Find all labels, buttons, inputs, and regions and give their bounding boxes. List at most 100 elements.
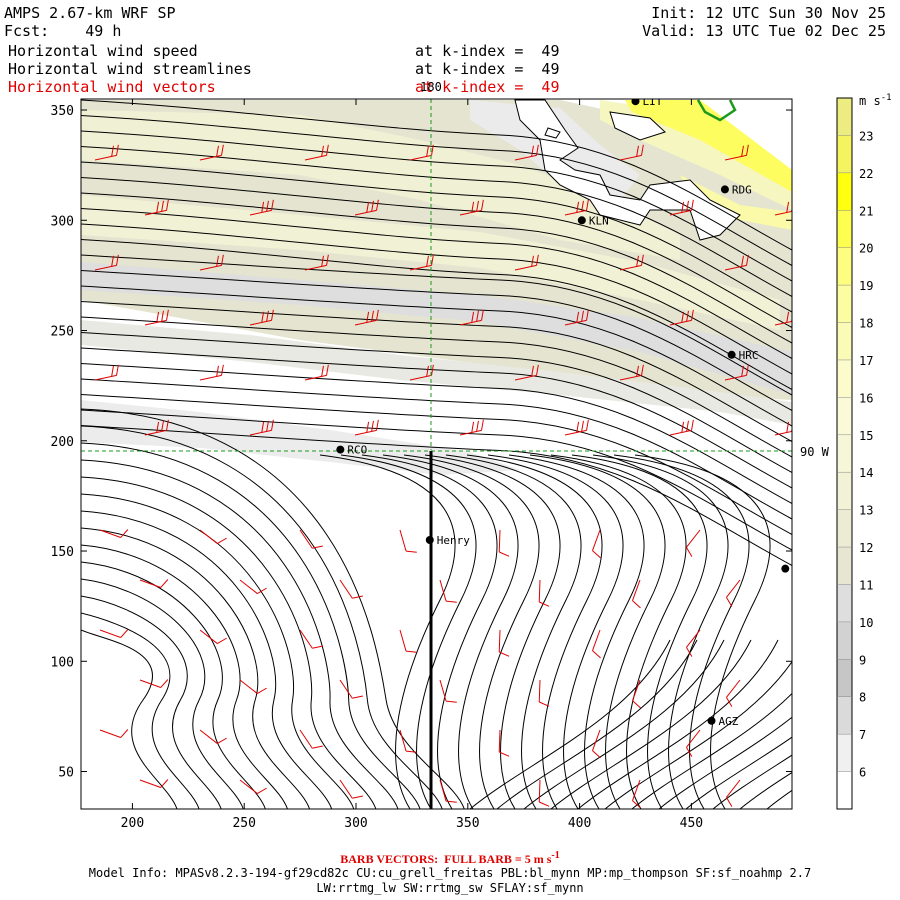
streamline (81, 177, 792, 328)
streamline (81, 493, 355, 809)
colorbar-label: 8 (859, 691, 866, 705)
colorbar-swatch (837, 659, 852, 697)
field-level-speed: at k-index = 49 (415, 42, 560, 60)
station-dot (727, 350, 736, 359)
streamline (81, 301, 792, 442)
wind-barb (686, 629, 701, 657)
wind-barb (94, 144, 119, 161)
colorbar-swatch (837, 472, 852, 510)
wind-barb (726, 579, 741, 607)
x-tick-label: 300 (344, 816, 367, 831)
colorbar-swatch (837, 322, 852, 360)
wind-barb (299, 529, 323, 549)
colorbar-label: 7 (859, 728, 866, 742)
wind-barb (538, 679, 550, 707)
wind-barb (199, 254, 224, 271)
wind-barb (339, 779, 363, 799)
streamline (81, 115, 792, 266)
streamline (496, 639, 698, 809)
y-tick-label: 200 (51, 435, 74, 450)
colorbar-label: 17 (859, 354, 873, 368)
wind-barb (239, 679, 267, 694)
wind-barb (339, 679, 363, 699)
streamline (81, 595, 222, 809)
colorbar-swatch (837, 210, 852, 248)
wind-barb (632, 579, 641, 609)
streamline (81, 270, 792, 411)
colorbar-swatch (837, 434, 852, 473)
model-info-2: LW:rrtmg_lw SW:rrtmg_sw SFLAY:sf_mynn (316, 881, 584, 895)
stations: LIT RDG KLN HRC RCO Henry AGZ (336, 99, 790, 728)
streamline (466, 454, 603, 809)
wind-barb (459, 309, 484, 326)
wind-barb (99, 729, 129, 738)
station-dot (707, 716, 716, 725)
wind-barb (139, 679, 169, 688)
streamline (523, 639, 725, 809)
colorbar: 6 7 8 9 10 11 12 13 14 15 16 17 18 19 20 21 22 23 m s-1 (836, 93, 892, 810)
wind-barb (199, 629, 227, 644)
streamline (382, 454, 519, 809)
barb-note: BARB VECTORS: FULL BARB = 5 m s-1 (0, 850, 900, 867)
station-label: RDG (732, 183, 752, 196)
y-tick-label: 100 (51, 655, 74, 670)
station-dot (720, 185, 729, 194)
wind-barb (144, 309, 169, 326)
wind-barb (249, 419, 274, 436)
wind-barb (409, 364, 434, 381)
station-dot (631, 99, 640, 106)
wind-barb (669, 199, 694, 216)
colorbar-label: 15 (859, 429, 873, 443)
streamline (319, 454, 456, 809)
wind-barb (514, 364, 539, 381)
station-dot (336, 445, 345, 454)
x-tick-label: 350 (456, 816, 479, 831)
streamline (81, 394, 792, 535)
barb-note-sup: -1 (551, 850, 560, 861)
station-label: RCO (347, 444, 367, 457)
station-label: AGZ (719, 715, 739, 728)
axes: 200 250 300 350 400 450 350 300 250 200 150 100 50 (51, 99, 792, 831)
x-tick-label: 250 (232, 816, 255, 831)
map-frame (80, 98, 793, 810)
streamline (577, 639, 779, 809)
wind-barb (669, 309, 694, 326)
wind-barb (399, 729, 417, 753)
colorbar-swatch (837, 359, 852, 398)
streamline (81, 578, 244, 809)
wind-barb (199, 144, 224, 161)
streamline (81, 285, 792, 427)
wind-barb (619, 364, 644, 381)
colorbar-units: m s-1 (859, 93, 892, 108)
colorbar-label: 9 (859, 653, 866, 667)
wind-barb (439, 779, 457, 803)
wind-barb (139, 579, 169, 588)
wind-barb (354, 419, 379, 436)
wind-barb (632, 779, 641, 809)
wind-barb (299, 729, 323, 749)
wind-barb (498, 629, 510, 657)
streamline (81, 612, 200, 809)
streamline (403, 454, 540, 809)
colorbar-units-text: m s (859, 94, 881, 108)
meridian-label: 180 (420, 80, 442, 94)
streamline (685, 736, 792, 809)
streamline (469, 639, 671, 809)
streamline (712, 754, 792, 809)
streamline (445, 454, 582, 809)
field-name-vectors: Horizontal wind vectors (8, 78, 216, 96)
colorbar-label: 19 (859, 279, 873, 293)
station-label: KLN (589, 214, 609, 227)
colorbar-label: 6 (859, 766, 866, 780)
wind-barb (339, 579, 363, 599)
wind-barb (514, 144, 539, 161)
wind-barb (669, 419, 694, 436)
station-label: Henry (437, 534, 470, 547)
streamline (81, 476, 377, 809)
colorbar-label: 23 (859, 129, 873, 143)
wind-barb (564, 309, 589, 326)
streamline (81, 254, 792, 396)
y-tick-label: 50 (58, 766, 74, 781)
wind-barb (354, 199, 379, 216)
